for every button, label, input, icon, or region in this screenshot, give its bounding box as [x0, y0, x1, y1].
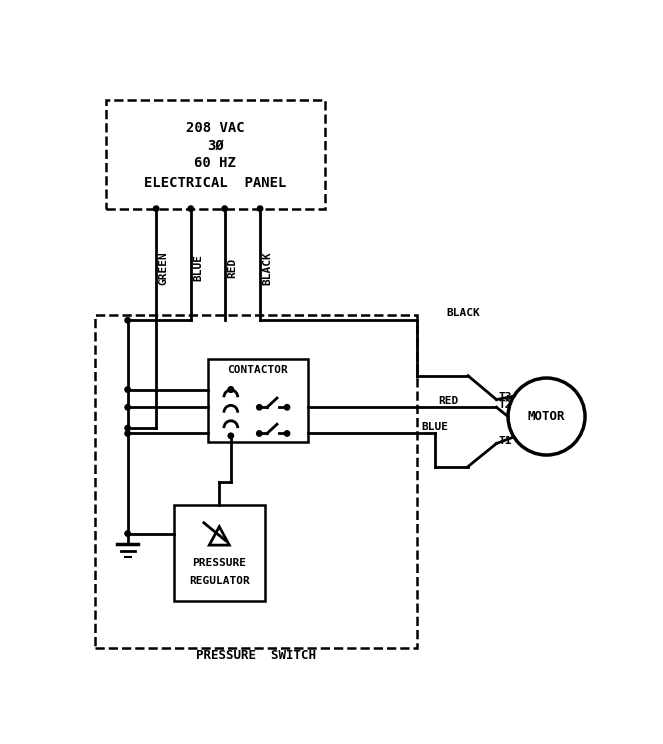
Bar — [208, 359, 308, 442]
Text: PRESSURE  SWITCH: PRESSURE SWITCH — [196, 649, 316, 661]
Text: GREEN: GREEN — [158, 251, 168, 285]
Text: BLACK: BLACK — [263, 251, 272, 285]
Text: RED: RED — [227, 257, 237, 278]
Text: BLUE: BLUE — [422, 423, 449, 432]
Text: T3: T3 — [498, 392, 512, 403]
Text: CONTACTOR: CONTACTOR — [227, 365, 288, 375]
Circle shape — [125, 531, 131, 536]
Circle shape — [188, 206, 194, 211]
Text: 60 HZ: 60 HZ — [194, 156, 237, 170]
Text: BLUE: BLUE — [193, 254, 203, 281]
Circle shape — [228, 433, 233, 438]
Circle shape — [125, 318, 131, 323]
Bar — [174, 505, 265, 601]
Circle shape — [228, 387, 233, 392]
Circle shape — [125, 387, 131, 392]
Bar — [106, 100, 325, 208]
Text: T2: T2 — [498, 400, 512, 410]
Circle shape — [284, 431, 290, 436]
Text: T1: T1 — [498, 436, 512, 446]
Text: 208 VAC: 208 VAC — [186, 121, 245, 135]
Text: BLACK: BLACK — [446, 307, 480, 318]
Circle shape — [228, 387, 233, 392]
Text: ELECTRICAL  PANEL: ELECTRICAL PANEL — [145, 176, 286, 190]
Circle shape — [257, 206, 263, 211]
Bar — [95, 315, 417, 647]
Text: PRESSURE: PRESSURE — [192, 558, 246, 568]
Circle shape — [153, 206, 159, 211]
Circle shape — [125, 431, 131, 436]
Circle shape — [284, 405, 290, 410]
Circle shape — [257, 405, 262, 410]
Text: RED: RED — [439, 396, 459, 406]
Circle shape — [125, 426, 131, 431]
Circle shape — [125, 405, 131, 410]
Text: REGULATOR: REGULATOR — [189, 576, 250, 586]
Text: MOTOR: MOTOR — [528, 410, 566, 423]
Text: 3Ø: 3Ø — [207, 138, 224, 153]
Circle shape — [257, 431, 262, 436]
Circle shape — [222, 206, 227, 211]
